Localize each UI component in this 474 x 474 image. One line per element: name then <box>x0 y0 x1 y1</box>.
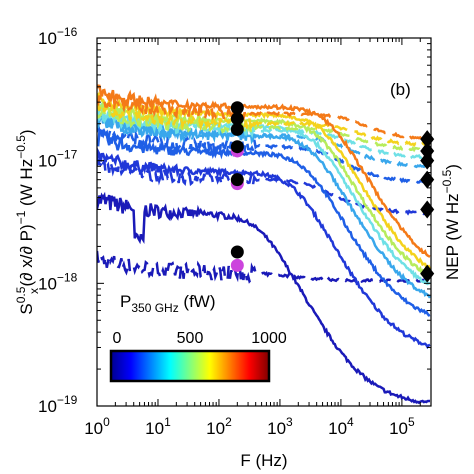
black-circle-marker <box>230 140 244 154</box>
series-curves <box>97 84 431 405</box>
colorbar-title: P350 GHz (fW) <box>120 292 216 315</box>
series-solid-line <box>97 191 430 405</box>
colorbar-tick-label: 500 <box>177 330 204 347</box>
series-dashed-line <box>97 95 431 142</box>
colorbar-gradient <box>109 349 271 383</box>
magenta-circle-marker <box>230 258 244 272</box>
series-solid-line <box>97 84 431 258</box>
y-tick-label: 10−17 <box>38 148 78 171</box>
colorbar-tick-label: 0 <box>113 330 122 347</box>
black-circle-marker <box>230 173 244 187</box>
plot-frame <box>96 37 432 407</box>
x-tick-label: 103 <box>267 415 293 438</box>
colorbar: P350 GHz (fW) 0 500 1000 <box>109 292 287 383</box>
series-solid-line <box>97 147 431 350</box>
black-circle-marker <box>230 122 244 136</box>
x-axis-ticks: 100 101 102 103 104 105 <box>84 38 432 438</box>
series-solid-line <box>97 128 431 317</box>
y-tick-label: 10−18 <box>38 270 78 293</box>
panel-label: (b) <box>390 80 411 99</box>
series-dashed-line <box>97 155 431 216</box>
x-tick-label: 104 <box>328 415 354 438</box>
y-tick-label: 10−16 <box>38 25 78 48</box>
y-tick-label: 10−19 <box>38 393 78 416</box>
black-circle-marker <box>230 245 244 259</box>
x-tick-label: 100 <box>84 415 110 438</box>
black-circle-marker <box>230 101 244 115</box>
series-dashed-line <box>97 109 431 160</box>
series-dashed-line <box>97 125 430 186</box>
y-axis-label-subscript: x <box>27 288 41 294</box>
y-axis-ticks: 10−16 10−17 10−18 10−19 <box>38 25 431 416</box>
x-axis-label: F (Hz) <box>240 451 287 470</box>
y-axis-label: S0.5 (∂ x/∂ P)−1 (W Hz−0.5) <box>14 129 36 314</box>
series-dashed-line <box>97 102 431 147</box>
x-tick-label: 101 <box>145 415 171 438</box>
series-dashed-line <box>97 250 431 284</box>
x-tick-label: 102 <box>206 415 232 438</box>
colorbar-ticks: 0 500 1000 <box>113 330 287 347</box>
black-circle-marker <box>230 112 244 126</box>
x-tick-label: 105 <box>389 415 415 438</box>
colorbar-tick-label: 1000 <box>251 330 287 347</box>
right-axis-label: NEP (W Hz−0.5) <box>440 164 462 280</box>
